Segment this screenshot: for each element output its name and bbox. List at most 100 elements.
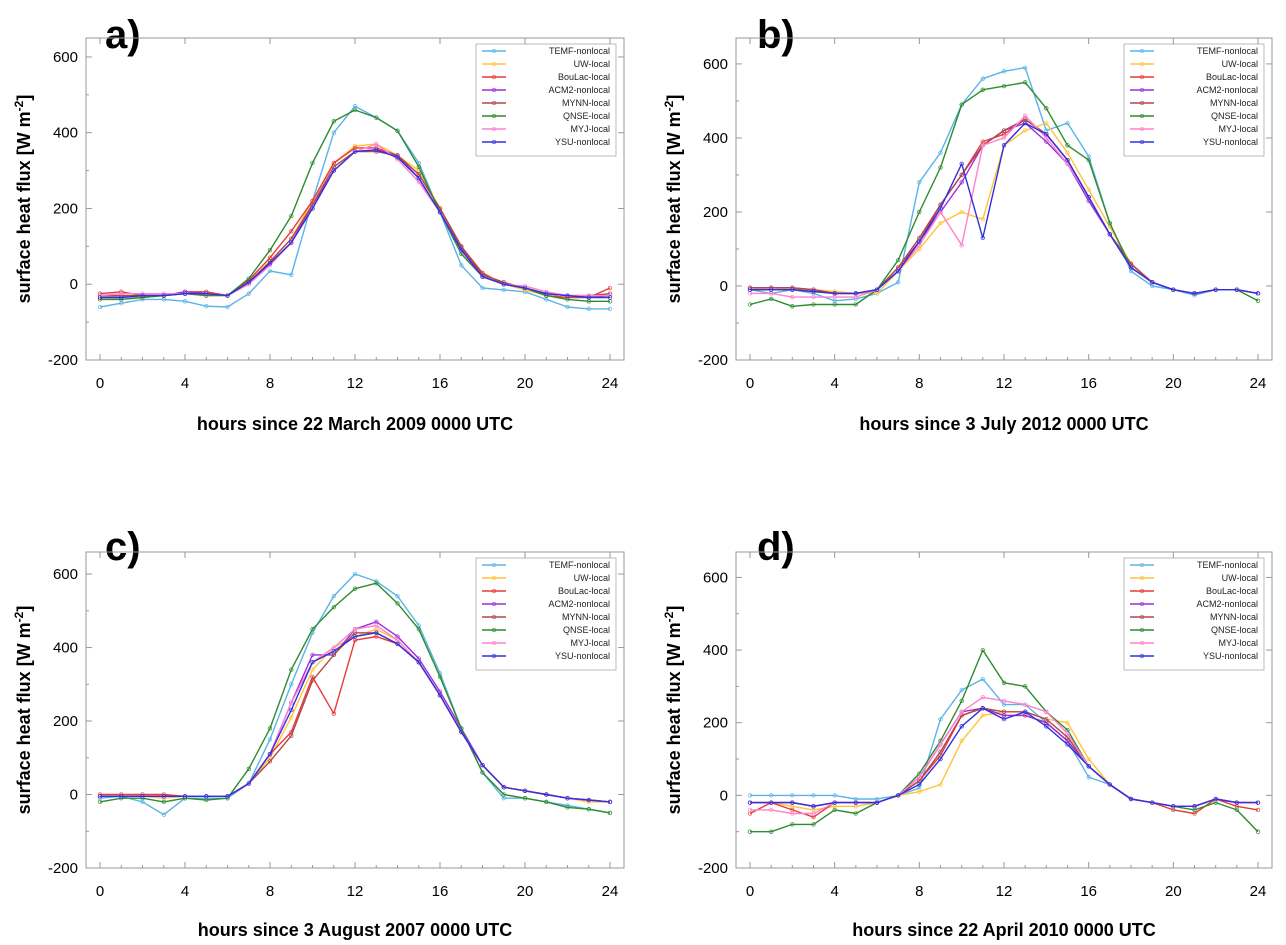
x-tick-label: 0 <box>96 375 104 392</box>
data-point <box>1023 120 1028 126</box>
data-point <box>480 285 485 291</box>
data-point <box>310 160 315 166</box>
data-point <box>289 707 294 713</box>
data-point <box>747 793 753 798</box>
x-tick-label: 8 <box>266 883 274 900</box>
legend-marker <box>1139 575 1145 581</box>
data-point <box>437 210 443 215</box>
data-point <box>769 807 774 813</box>
data-point <box>480 762 485 768</box>
data-point <box>395 601 400 606</box>
data-point <box>374 581 379 586</box>
legend-marker <box>491 113 497 119</box>
chart-panel-a: a) -200 0 200 400 600 0 4 8 12 16 20 24 hours since 2… <box>12 13 625 434</box>
x-tick-label: 4 <box>181 375 189 392</box>
data-point <box>119 794 124 799</box>
data-point <box>501 792 506 797</box>
legend-label-acm2-nonlocal: ACM2-nonlocal <box>548 85 610 95</box>
series-uw-local <box>747 709 1261 813</box>
data-point <box>938 150 943 155</box>
x-tick-label: 4 <box>830 883 838 900</box>
data-point <box>938 716 943 722</box>
data-point <box>790 822 795 827</box>
data-point <box>980 647 985 653</box>
data-point <box>853 291 858 296</box>
data-point <box>1086 775 1091 780</box>
legend-marker <box>491 126 497 132</box>
data-point <box>267 726 273 731</box>
data-point <box>310 206 315 211</box>
legend-box <box>475 43 617 157</box>
series-acm2-nonlocal <box>747 706 1261 809</box>
y-axis-label: surface heat flux [W m-2] <box>12 95 34 304</box>
legend-label-boulac-local: BouLac-local <box>1206 72 1258 82</box>
data-point <box>1001 698 1007 704</box>
series-boulac-local <box>747 706 1261 820</box>
data-point <box>267 247 273 253</box>
data-point <box>769 296 774 302</box>
data-point <box>1150 280 1155 285</box>
x-tick-label: 16 <box>432 375 449 392</box>
legend-label-acm2-nonlocal: ACM2-nonlocal <box>1196 85 1258 95</box>
data-point <box>289 213 294 219</box>
legend-marker <box>491 61 497 67</box>
series-temf-nonlocal <box>747 676 1261 809</box>
x-tick-label: 12 <box>996 883 1013 900</box>
legend-label-uw-local: UW-local <box>574 59 610 69</box>
legend-label-ysu-nonlocal: YSU-nonlocal <box>555 651 610 661</box>
chart-panel-c: c) -200 0 200 400 600 0 4 8 12 16 20 24 hours since 3… <box>12 525 625 940</box>
legend-label-myj-local: MYJ-local <box>570 124 610 134</box>
data-point <box>607 285 613 291</box>
data-point <box>938 206 943 211</box>
data-point <box>811 294 816 300</box>
data-point <box>289 240 294 245</box>
data-point <box>811 793 816 798</box>
data-point <box>267 268 273 274</box>
data-point <box>811 289 816 294</box>
data-point <box>352 149 358 154</box>
data-point <box>1065 157 1070 163</box>
data-point <box>544 792 549 797</box>
legend-label-acm2-nonlocal: ACM2-nonlocal <box>548 599 610 609</box>
data-point <box>352 627 358 632</box>
data-point <box>586 306 591 312</box>
data-point <box>1086 194 1091 200</box>
legend-label-uw-local: UW-local <box>1222 573 1258 583</box>
data-point <box>522 796 528 801</box>
series-ysu-nonlocal <box>97 630 613 805</box>
y-tick-label: 600 <box>703 569 728 586</box>
data-point <box>1192 291 1197 296</box>
data-point <box>790 800 795 805</box>
data-point <box>938 782 943 787</box>
data-point <box>607 295 613 300</box>
data-point <box>1086 756 1091 762</box>
data-point <box>586 807 591 812</box>
data-point <box>565 293 570 298</box>
data-point <box>97 794 103 799</box>
data-point <box>747 302 753 307</box>
x-tick-label: 16 <box>1080 883 1097 900</box>
data-point <box>374 141 379 147</box>
series-line-mynn-local <box>750 707 1258 807</box>
y-tick-label: 400 <box>703 642 728 659</box>
data-point <box>352 634 358 639</box>
legend-marker <box>491 614 497 620</box>
series-mynn-local <box>97 149 613 298</box>
data-point <box>459 247 464 253</box>
legend-label-mynn-local: MYNN-local <box>1210 98 1258 108</box>
y-tick-label: 200 <box>703 715 728 732</box>
legend-label-temf-nonlocal: TEMF-nonlocal <box>1197 560 1258 570</box>
data-point <box>790 287 795 292</box>
x-tick-label: 8 <box>266 375 274 392</box>
legend-marker <box>491 139 497 145</box>
x-axis-label: hours since 22 April 2010 0000 UTC <box>852 920 1155 940</box>
legend: TEMF-nonlocal UW-local BouLac-local ACM2-no… <box>1123 43 1265 157</box>
legend-marker <box>1139 139 1145 145</box>
data-point <box>161 293 166 298</box>
legend-marker <box>491 653 497 659</box>
data-point <box>959 738 964 744</box>
data-point <box>1065 143 1070 148</box>
data-point <box>501 282 506 287</box>
legend-marker <box>491 48 497 54</box>
legend-marker <box>1139 588 1145 594</box>
